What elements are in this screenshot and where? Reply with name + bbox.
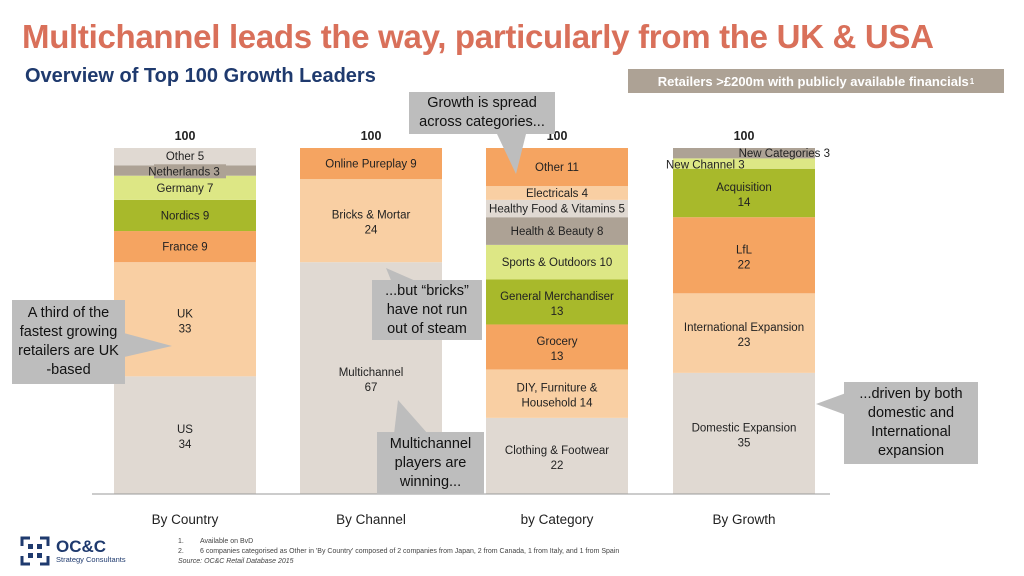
- callout-uk-based: A third of the fastest growing retailers…: [12, 300, 125, 384]
- segment-label-by-channel-multichannel-value: 67: [365, 382, 378, 394]
- bar-segment-by-growth-new-categories: [673, 148, 815, 159]
- segment-label-by-channel-multichannel: Multichannel: [339, 367, 404, 379]
- callout-bricks: ...but “bricks” have not run out of stea…: [372, 280, 482, 340]
- x-tick-label-by-country: By Country: [152, 512, 219, 527]
- bar-segment-by-category-sports-outdoors: [486, 244, 628, 280]
- bar-segment-by-growth-lfl: [673, 217, 815, 294]
- segment-label-by-category-grocery: Grocery: [537, 336, 578, 348]
- segment-label-by-category-general-merchandiser: General Merchandiser: [500, 291, 614, 303]
- segment-label-by-channel-bricks-mortar: Bricks & Mortar: [332, 210, 411, 222]
- bar-segment-by-category-general-merchandiser: [486, 279, 628, 325]
- segment-label-by-growth-acquisition: Acquisition: [716, 182, 772, 194]
- segment-label-by-channel-online-pureplay: Online Pureplay 9: [325, 159, 416, 171]
- segment-label-by-category-diy-furniture-household: DIY, Furniture &: [517, 383, 598, 395]
- segment-label-by-category-diy-furniture-household-value: Household 14: [522, 398, 594, 410]
- bar-segment-by-country-nordics: [114, 199, 256, 232]
- x-tick-label-by-category: by Category: [521, 512, 594, 527]
- segment-label-by-category-health-beauty: Health & Beauty 8: [511, 226, 604, 238]
- bar-segment-by-category-diy-furniture-household: [486, 369, 628, 418]
- bar-segment-by-channel-bricks-mortar: [300, 179, 442, 263]
- bar-segment-by-category-grocery: [486, 324, 628, 370]
- segment-label-by-category-clothing-footwear: Clothing & Footwear: [505, 445, 609, 457]
- pointer-multichannel: [394, 400, 428, 434]
- pointer-uk: [120, 332, 172, 358]
- segment-label-by-growth-domestic-expansion: Domestic Expansion: [692, 422, 797, 434]
- segment-label-by-country-other: Other 5: [166, 151, 204, 163]
- logo-mark-icon: [20, 536, 50, 566]
- pointer-domestic: [816, 393, 846, 415]
- subtitle: Overview of Top 100 Growth Leaders: [25, 65, 376, 87]
- segment-label-by-country-nordics: Nordics 9: [161, 210, 210, 222]
- segment-label-by-country-netherlands: Netherlands 3: [148, 166, 220, 178]
- pointer-growth-spread: [497, 134, 526, 174]
- segment-label-by-category-clothing-footwear-value: 22: [551, 460, 564, 472]
- segment-label-by-category-general-merchandiser-value: 13: [551, 306, 564, 318]
- segment-label-by-country-france: France 9: [162, 242, 207, 254]
- segment-label-by-category-healthy-food-vitamins: Healthy Food & Vitamins 5: [489, 204, 625, 216]
- title: Multichannel leads the way, particularly…: [22, 18, 934, 55]
- bar-segment-by-growth-acquisition: [673, 168, 815, 218]
- bar-total-by-country: 100: [175, 129, 196, 143]
- segment-label-by-category-grocery-value: 13: [551, 351, 564, 363]
- bar-segment-by-country-uk: [114, 262, 256, 377]
- footnote-2-number: 2.: [178, 548, 184, 555]
- x-tick-label-by-channel: By Channel: [336, 512, 406, 527]
- x-tick-label-by-growth: By Growth: [712, 512, 775, 527]
- bar-segment-by-growth-new-channel: [673, 158, 815, 169]
- segment-label-by-country-uk: UK: [177, 308, 193, 320]
- segment-label-by-country-us: US: [177, 424, 193, 436]
- segment-label-by-country-us-value: 34: [179, 439, 192, 451]
- segment-label-by-growth-lfl-value: 22: [738, 259, 751, 271]
- source-note: Source: OC&C Retail Database 2015: [178, 558, 294, 565]
- footnote-2: 6 companies categorised as Other in 'By …: [200, 548, 620, 555]
- segment-label-by-growth-international-expansion: International Expansion: [684, 322, 804, 334]
- segment-label-by-country-netherlands-box: [154, 164, 226, 179]
- scope-badge-text: Retailers >£200m with publicly available…: [657, 73, 969, 89]
- footnote-1-number: 1.: [178, 538, 184, 545]
- bar-segment-by-growth-domestic-expansion: [673, 372, 815, 494]
- bar-segment-by-growth-international-expansion: [673, 293, 815, 373]
- bar-total-by-growth: 100: [734, 129, 755, 143]
- bar-segment-by-category-electricals: [486, 186, 628, 200]
- segment-label-by-country-uk-value: 33: [179, 323, 192, 335]
- segment-label-by-growth-new-channel: New Channel 3: [666, 159, 745, 171]
- callout-growth-spread: Growth is spread across categories...: [409, 92, 555, 134]
- bar-segment-by-category-healthy-food-vitamins: [486, 199, 628, 218]
- scope-badge: Retailers >£200m with publicly available…: [628, 69, 1004, 93]
- callout-domestic: ...driven by both domestic and Internati…: [844, 382, 978, 464]
- segment-label-by-growth-international-expansion-value: 23: [738, 337, 751, 349]
- bar-segment-by-country-us: [114, 376, 256, 494]
- logo-name: OC&C: [56, 537, 107, 556]
- occ-logo: OC&C Strategy Consultants: [20, 536, 126, 566]
- footnote-1: Available on BvD: [200, 538, 254, 545]
- segment-label-by-growth-domestic-expansion-value: 35: [738, 437, 751, 449]
- footnotes: 1. Available on BvD 2. 6 companies categor…: [178, 537, 619, 567]
- segment-label-by-category-other: Other 11: [535, 162, 579, 174]
- logo-tagline: Strategy Consultants: [56, 555, 126, 564]
- callout-multichannel: Multichannel players are winning...: [377, 432, 484, 494]
- bar-total-by-channel: 100: [361, 129, 382, 143]
- bar-segment-by-country-other: [114, 148, 256, 166]
- segment-label-by-category-electricals: Electricals 4: [526, 188, 589, 200]
- segment-label-by-growth-acquisition-value: 14: [738, 197, 751, 209]
- segment-label-by-country-germany: Germany 7: [157, 183, 214, 195]
- segment-label-by-growth-new-categories: New Categories 3: [739, 148, 830, 160]
- segment-label-by-growth-lfl: LfL: [736, 244, 753, 256]
- bar-segment-by-country-germany: [114, 175, 256, 200]
- bar-segment-by-channel-online-pureplay: [300, 148, 442, 180]
- segment-label-by-channel-bricks-mortar-value: 24: [365, 225, 378, 237]
- bar-segment-by-country-france: [114, 231, 256, 263]
- scope-badge-footnote: 1: [969, 76, 975, 86]
- labels-layer: US 34 UK 33 France 9 Nordics 9 Germany 7 Nether…: [148, 129, 830, 527]
- bar-segment-by-category-clothing-footwear: [486, 417, 628, 494]
- segment-label-by-category-sports-outdoors: Sports & Outdoors 10: [502, 257, 613, 269]
- bar-segment-by-category-health-beauty: [486, 217, 628, 245]
